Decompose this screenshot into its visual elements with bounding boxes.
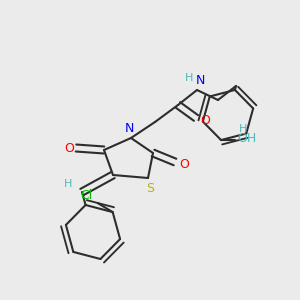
Text: Cl: Cl: [80, 189, 93, 202]
Text: H: H: [185, 73, 193, 83]
Text: N: N: [195, 74, 205, 88]
Text: OH: OH: [238, 132, 257, 145]
Text: O: O: [179, 158, 189, 170]
Text: O: O: [64, 142, 74, 154]
Text: H: H: [239, 124, 247, 134]
Text: S: S: [146, 182, 154, 194]
Text: N: N: [124, 122, 134, 134]
Text: H: H: [64, 179, 72, 189]
Text: O: O: [200, 115, 210, 128]
